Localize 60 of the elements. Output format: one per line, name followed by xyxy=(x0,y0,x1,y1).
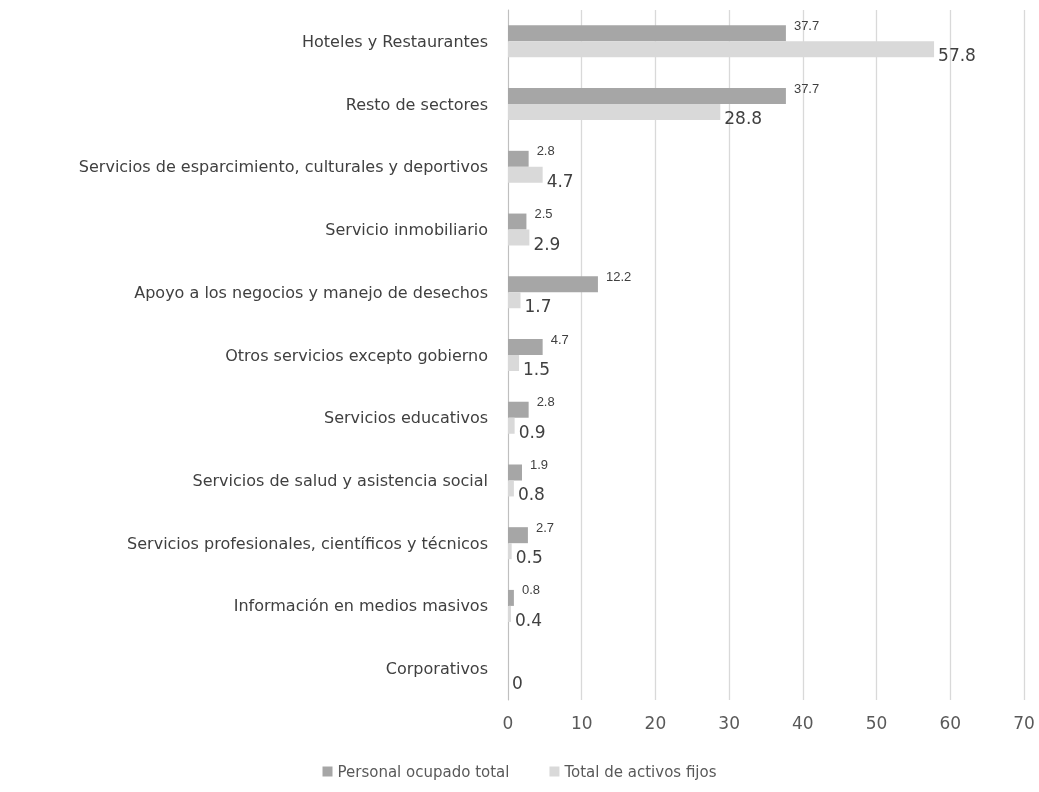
data-label: 0.9 xyxy=(518,421,546,442)
bar xyxy=(508,543,512,560)
data-label: 2.5 xyxy=(534,206,553,222)
y-tick-label: Servicio inmobiliario xyxy=(325,220,488,240)
data-label: 12.2 xyxy=(605,268,632,284)
y-tick-label: Corporativos xyxy=(385,659,488,679)
data-label: 4.7 xyxy=(546,170,574,191)
x-tick-label: 50 xyxy=(865,712,888,733)
x-tick-label: 10 xyxy=(570,712,593,733)
data-label: 2.8 xyxy=(536,394,555,410)
y-tick-label: Resto de sectores xyxy=(345,94,488,114)
x-tick-label: 40 xyxy=(792,712,814,733)
data-label: 1.7 xyxy=(524,296,552,317)
y-tick-label: Servicios educativos xyxy=(324,408,488,428)
bar xyxy=(508,292,521,309)
bar xyxy=(508,339,543,355)
x-tick-label: 0 xyxy=(502,712,514,733)
data-label: 2.7 xyxy=(535,519,554,535)
y-tick-label: Apoyo a los negocios y manejo de desechos xyxy=(134,282,488,302)
y-tick-label: Servicios de salud y asistencia social xyxy=(192,470,488,490)
legend-label: Personal ocupado total xyxy=(337,762,510,781)
bar xyxy=(508,213,527,230)
data-label: 0 xyxy=(512,672,523,693)
data-label: 0.5 xyxy=(515,547,543,568)
data-label: 1.9 xyxy=(530,456,549,472)
data-label: 0.8 xyxy=(521,582,540,598)
bar xyxy=(508,605,511,622)
bar xyxy=(508,276,598,293)
x-tick-label: 30 xyxy=(718,712,740,733)
x-tick-label: 60 xyxy=(939,712,962,733)
bar xyxy=(508,166,543,183)
x-tick-label: 20 xyxy=(644,712,667,733)
data-label: 4.7 xyxy=(550,331,569,347)
bar xyxy=(508,150,529,167)
bar xyxy=(508,25,786,42)
bar xyxy=(508,229,530,246)
data-label: 2.9 xyxy=(533,233,561,254)
bar xyxy=(508,88,786,105)
bar xyxy=(508,464,523,481)
x-tick-label: 70 xyxy=(1013,712,1035,733)
data-label: 1.5 xyxy=(523,359,551,379)
bar xyxy=(508,355,520,371)
data-label: 28.8 xyxy=(724,108,763,129)
data-label: 0.8 xyxy=(517,484,545,505)
legend-label: Total de activos fijos xyxy=(563,762,717,781)
data-label: 37.7 xyxy=(793,80,820,96)
data-label: 37.7 xyxy=(793,17,820,33)
y-tick-label: Servicios de esparcimiento, culturales y deportivos xyxy=(78,157,488,177)
y-tick-label: Hoteles y Restaurantes xyxy=(302,31,488,51)
y-tick-label: Servicios profesionales, científicos y técnicos xyxy=(127,533,488,553)
data-label: 57.8 xyxy=(938,45,976,66)
y-tick-label: Otros servicios excepto gobierno xyxy=(225,345,488,365)
bar xyxy=(508,480,514,497)
data-label: 0.4 xyxy=(514,609,542,630)
data-label: 2.8 xyxy=(536,143,555,159)
y-tick-label: Información en medios masivos xyxy=(233,596,488,616)
bar xyxy=(508,401,529,418)
bar xyxy=(508,417,515,434)
bar xyxy=(508,527,528,544)
bar xyxy=(508,589,514,606)
